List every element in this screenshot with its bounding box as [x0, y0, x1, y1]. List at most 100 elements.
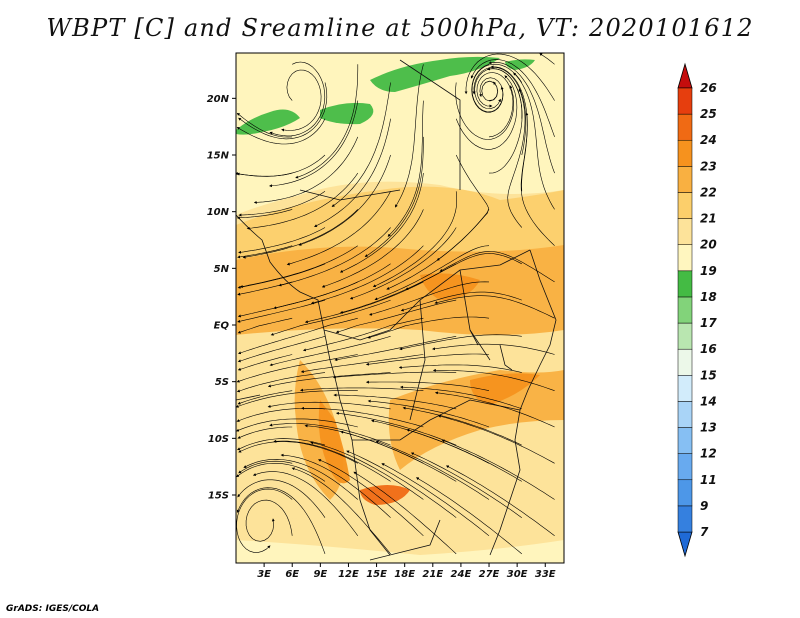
streamline-106: [340, 430, 457, 482]
streamline-108: [236, 462, 326, 482]
streamline-97: [335, 411, 457, 446]
colorbar-label-9: 9: [700, 499, 708, 513]
colorbar-label-21: 21: [700, 212, 717, 226]
colorbar-swatch-2: [677, 479, 693, 507]
streamline-42: [507, 88, 526, 228]
coastline-east: [489, 249, 557, 556]
x-tick-label-9E: 9E: [313, 569, 327, 580]
streamline-83: [365, 380, 490, 391]
streamline-100: [437, 414, 555, 464]
streamline-109: [441, 439, 555, 500]
streamline-21: [364, 136, 424, 258]
streamline-50: [237, 245, 293, 259]
streamline-10: [464, 53, 555, 101]
wbpt-18-patch-1: [236, 109, 300, 135]
wbpt-18-patch-4: [505, 59, 535, 70]
streamline-95: [237, 426, 293, 439]
x-tick-label-3E: 3E: [257, 569, 271, 580]
streamline-1: [539, 53, 555, 65]
colorbar: 7 9 11 12 13 14 15 16 17 18 19 20 21 22 23 24 25 26: [677, 62, 717, 558]
streamline-98: [269, 423, 391, 446]
colorbar-label-11: 11: [700, 473, 717, 487]
colorbar-swatch-11: [677, 244, 693, 272]
x-tick-label-18E: 18E: [394, 569, 415, 580]
streamline-8: [331, 82, 391, 208]
streamline-35: [286, 191, 391, 266]
x-tick-label-15E: 15E: [366, 569, 387, 580]
streamline-38: [386, 209, 490, 290]
streamline-116: [280, 453, 391, 518]
streamline-103: [238, 441, 358, 464]
streamline-67: [237, 317, 358, 355]
coastline-west: [236, 214, 391, 556]
streamline-70: [334, 336, 457, 362]
streamline-58: [237, 281, 358, 318]
streamline-85: [236, 390, 358, 408]
colorbar-lower-triangle: [677, 531, 693, 558]
streamline-87: [400, 385, 522, 410]
y-tick-label-5S: 5S: [215, 377, 229, 388]
streamline-93: [301, 406, 424, 428]
x-tick-label-33E: 33E: [535, 569, 556, 580]
y-tick-label-15N: 15N: [207, 151, 230, 162]
colorbar-label-12: 12: [700, 447, 717, 461]
streamline-45: [238, 227, 326, 254]
streamline-71: [269, 336, 391, 367]
colorbar-swatch-13: [677, 192, 693, 219]
streamline-60: [400, 291, 522, 312]
streamline-110: [375, 440, 490, 500]
streamline-114: [410, 452, 522, 518]
colorbar-label-13: 13: [700, 421, 717, 435]
streamline-18: [236, 118, 326, 145]
streamline-73: [432, 343, 555, 355]
streamline-19: [470, 59, 555, 138]
streamline-80: [267, 372, 391, 388]
map-title: WBPT [C] and Sreamline at 500hPa, VT: 20…: [46, 14, 754, 42]
x-tick-label-6E: 6E: [285, 569, 299, 580]
streamline-56: [369, 281, 490, 316]
streamline-111: [310, 441, 424, 500]
streamline-120: [317, 459, 424, 537]
streamline-17: [314, 118, 391, 227]
colorbar-label-17: 17: [700, 316, 717, 330]
streamline-layer: [236, 53, 555, 555]
streamline-62: [270, 299, 391, 336]
x-tick-label-12E: 12E: [338, 569, 359, 580]
streamline-54: [237, 263, 326, 289]
wbpt-24-core-south: [360, 485, 410, 505]
streamline-82: [432, 368, 555, 391]
streamline-66: [302, 317, 424, 352]
colorbar-swatch-3: [677, 453, 693, 481]
colorbar-swatch-15: [677, 139, 693, 167]
y-tick-label-15S: 15S: [208, 491, 229, 502]
streamline-23: [236, 112, 293, 138]
streamline-63: [237, 299, 326, 323]
colorbar-swatch-12: [677, 218, 693, 245]
streamline-2: [471, 64, 504, 113]
colorbar-swatch-7: [677, 348, 693, 376]
streamline-30: [339, 173, 424, 273]
streamline-81: [236, 372, 326, 393]
colorbar-label-23: 23: [700, 159, 717, 173]
lake-lines: [469, 329, 513, 371]
x-tick-label-30E: 30E: [507, 569, 528, 580]
streamline-40: [242, 209, 359, 259]
y-tick-label-5N: 5N: [214, 264, 230, 275]
colorbar-label-22: 22: [700, 185, 717, 199]
streamline-119: [381, 463, 490, 537]
streamline-75: [300, 354, 424, 373]
colorbar-label-26: 26: [700, 81, 717, 95]
streamline-125: [291, 467, 391, 555]
streamline-22: [253, 136, 359, 204]
streamline-121: [252, 471, 359, 536]
streamline-96: [402, 406, 522, 446]
streamline-65: [367, 316, 490, 339]
streamline-20: [476, 72, 514, 138]
streamline-28: [488, 61, 555, 174]
credit-label: GrADS: IGES/COLA: [6, 604, 100, 614]
streamline-76: [236, 354, 358, 383]
x-tick-label-21E: 21E: [422, 569, 443, 580]
map-plot-area: [236, 53, 564, 563]
streamline-44: [278, 227, 391, 287]
colorbar-swatch-14: [677, 166, 693, 193]
